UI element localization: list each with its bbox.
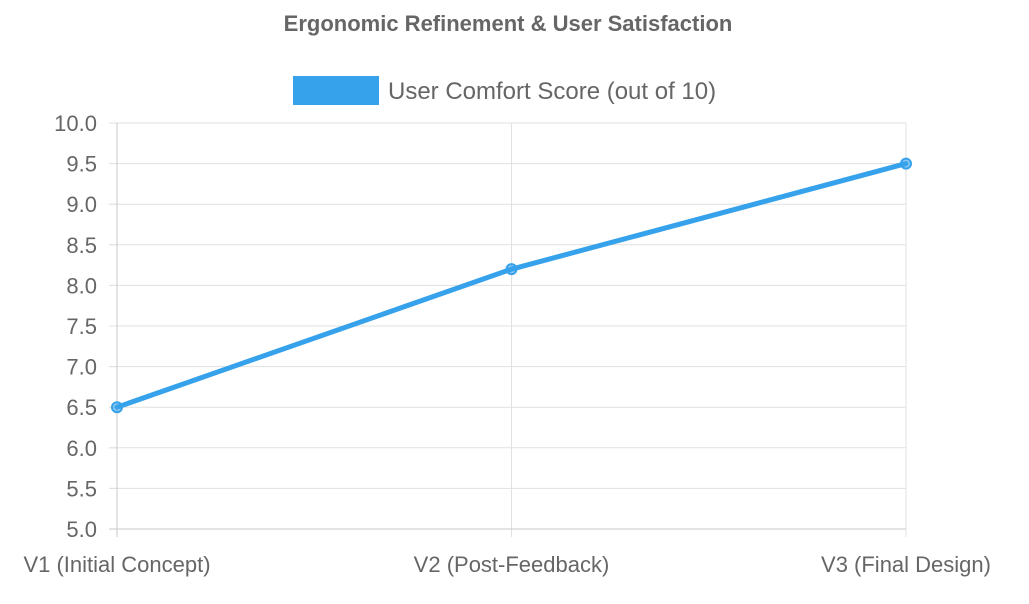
y-tick-label: 8.0 — [66, 273, 97, 298]
x-tick-labels: V1 (Initial Concept) V2 (Post-Feedback) V3… — [23, 552, 991, 577]
y-tick-label: 6.0 — [66, 436, 97, 461]
x-tick-label: V2 (Post-Feedback) — [414, 552, 610, 577]
legend[interactable]: User Comfort Score (out of 10) — [293, 76, 716, 105]
x-tick-label: V3 (Final Design) — [821, 552, 991, 577]
chart-title: Ergonomic Refinement & User Satisfaction — [284, 11, 733, 36]
y-tick-label: 5.0 — [66, 517, 97, 542]
y-tick-label: 10.0 — [54, 111, 97, 136]
data-point[interactable] — [111, 401, 123, 414]
y-tick-label: 7.5 — [66, 314, 97, 339]
y-tick-label: 7.0 — [66, 355, 97, 380]
y-tick-label: 9.0 — [66, 192, 97, 217]
legend-label[interactable]: User Comfort Score (out of 10) — [388, 78, 716, 105]
y-tick-label: 6.5 — [66, 395, 97, 420]
data-point[interactable] — [505, 263, 518, 276]
y-tick-label: 8.5 — [66, 233, 97, 258]
axes — [109, 123, 906, 537]
grid — [109, 122, 907, 537]
y-tick-label: 9.5 — [66, 152, 97, 177]
y-tick-label: 5.5 — [66, 476, 97, 501]
data-point[interactable] — [900, 157, 912, 170]
y-tick-labels: 5.0 5.5 6.0 6.5 7.0 7.5 8.0 8.5 9.0 9.5 10.0 — [54, 111, 97, 542]
legend-swatch[interactable] — [293, 76, 379, 105]
series — [111, 157, 912, 414]
x-tick-label: V1 (Initial Concept) — [23, 552, 210, 577]
